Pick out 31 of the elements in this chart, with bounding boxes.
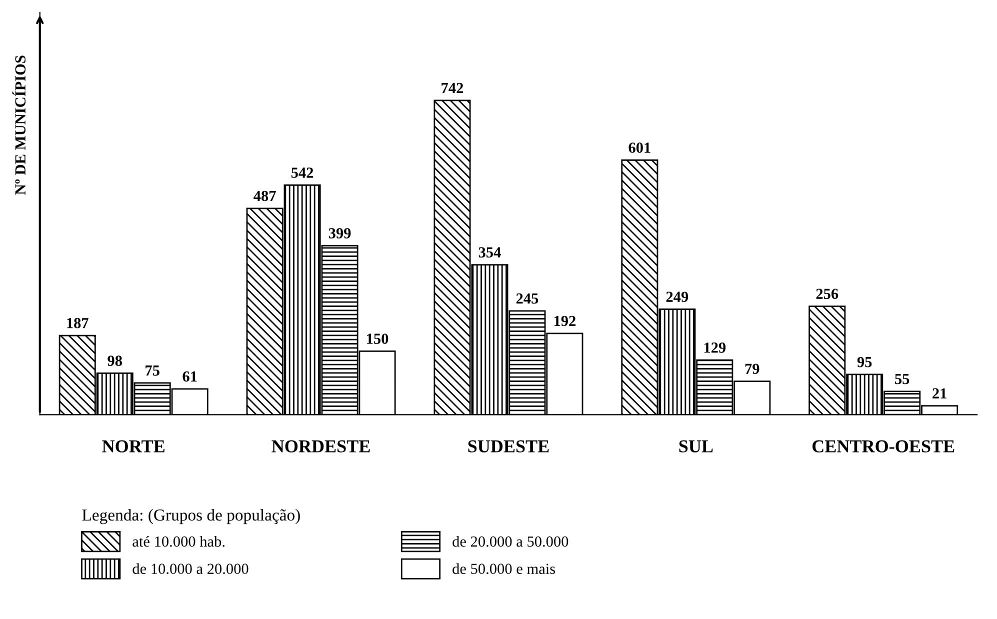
data-label: 187: [67, 318, 88, 328]
data-label: 245: [516, 293, 538, 304]
legend-label: de 50.000 e mais: [452, 563, 556, 574]
legend-title: Legenda: (Grupos de população): [82, 508, 300, 524]
data-label: 399: [328, 228, 351, 238]
data-label: 21: [932, 388, 946, 398]
x-tick-label: CENTRO-OESTE: [812, 440, 954, 452]
y-axis-title: Nº DE MUNICÍPIOS: [12, 56, 26, 195]
data-label: 354: [478, 247, 501, 258]
data-label: 487: [254, 190, 276, 202]
data-label: 129: [704, 342, 726, 353]
data-label: 249: [666, 292, 688, 302]
x-tick-label: SUL: [679, 440, 713, 452]
data-label: 192: [554, 316, 576, 326]
data-label: 79: [745, 364, 760, 374]
legend-label: de 20.000 a 50.000: [452, 536, 568, 547]
x-tick-label: SUDESTE: [468, 440, 549, 452]
data-label: 542: [291, 168, 314, 178]
data-label: 742: [442, 82, 464, 93]
data-label: 95: [857, 356, 872, 368]
legend-label: de 10.000 a 20.000: [132, 563, 248, 574]
data-label: 601: [628, 142, 650, 153]
data-label: 55: [895, 374, 910, 384]
data-label: 75: [146, 366, 160, 376]
x-tick-label: NORTE: [102, 440, 164, 452]
data-label: 98: [108, 356, 122, 366]
data-label: 150: [367, 334, 388, 344]
data-label: 256: [816, 288, 838, 300]
legend-label: até 10.000 hab.: [132, 536, 224, 547]
data-label: 61: [182, 371, 197, 382]
x-tick-label: NORDESTE: [272, 440, 370, 452]
